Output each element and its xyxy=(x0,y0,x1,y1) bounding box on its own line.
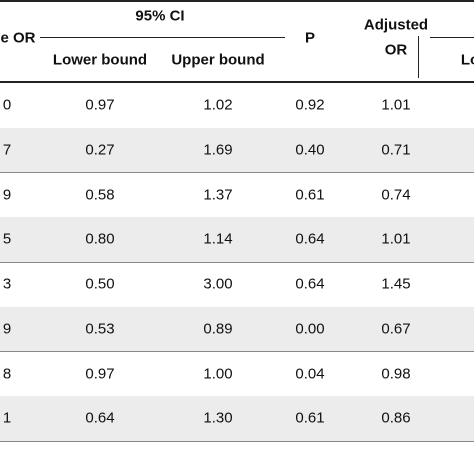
cell: 0.58 xyxy=(85,186,115,204)
header-adjusted: OR xyxy=(384,41,408,59)
cell: 9 xyxy=(2,186,12,204)
column-divider xyxy=(418,36,419,78)
cell: 0.92 xyxy=(295,96,325,114)
cell: 0.98 xyxy=(381,365,411,383)
row-rule xyxy=(0,351,474,353)
row-rule xyxy=(0,261,474,263)
cell: 0.00 xyxy=(295,320,325,338)
row-band xyxy=(0,127,474,173)
cell: 1.02 xyxy=(203,96,233,114)
header-adjusted: Adjusted xyxy=(363,16,429,34)
ci-rule xyxy=(40,37,285,38)
cell: 1.69 xyxy=(203,141,233,159)
cell: 7 xyxy=(2,141,12,159)
cell: 0.04 xyxy=(295,365,325,383)
header-rule xyxy=(0,81,474,83)
top-rule xyxy=(0,0,474,2)
header-crude: e OR xyxy=(0,29,36,47)
cell: 1.01 xyxy=(381,96,411,114)
cell: 0.40 xyxy=(295,141,325,159)
cell: 0.64 xyxy=(295,275,325,293)
cell: 0 xyxy=(2,96,12,114)
cell: 0.67 xyxy=(381,320,411,338)
cell: 1.01 xyxy=(381,230,411,248)
cell: 0.61 xyxy=(295,186,325,204)
cell: 0.89 xyxy=(203,320,233,338)
row-rule xyxy=(0,440,474,442)
header-lo: Lo xyxy=(460,51,474,69)
cell: 1 xyxy=(2,409,12,427)
cell: 1.30 xyxy=(203,409,233,427)
row-rule xyxy=(0,172,474,174)
cell: 9 xyxy=(2,320,12,338)
row-band xyxy=(0,217,474,262)
cell: 0.97 xyxy=(85,365,115,383)
header-p: P xyxy=(304,29,316,47)
cell: 3 xyxy=(2,275,12,293)
cell: 0.64 xyxy=(295,230,325,248)
header-upper: Upper bound xyxy=(171,51,265,69)
ci-rule xyxy=(430,37,474,38)
cell: 0.86 xyxy=(381,409,411,427)
cell: 0.80 xyxy=(85,230,115,248)
cell: 0.74 xyxy=(381,186,411,204)
cell: 0.61 xyxy=(295,409,325,427)
cell: 8 xyxy=(2,365,12,383)
header-lower: Lower bound xyxy=(52,51,148,69)
cell: 1.14 xyxy=(203,230,233,248)
cell: 0.64 xyxy=(85,409,115,427)
header-ci: 95% CI xyxy=(135,7,185,25)
cell: 0.97 xyxy=(85,96,115,114)
cell: 1.37 xyxy=(203,186,233,204)
row-band xyxy=(0,395,474,441)
cell: 3.00 xyxy=(203,275,233,293)
cell: 1.00 xyxy=(203,365,233,383)
cell: 0.50 xyxy=(85,275,115,293)
row-band xyxy=(0,306,474,352)
cell: 0.27 xyxy=(85,141,115,159)
cell: 1.45 xyxy=(381,275,411,293)
cell: 0.53 xyxy=(85,320,115,338)
cell: 5 xyxy=(2,230,12,248)
cell: 0.71 xyxy=(381,141,411,159)
